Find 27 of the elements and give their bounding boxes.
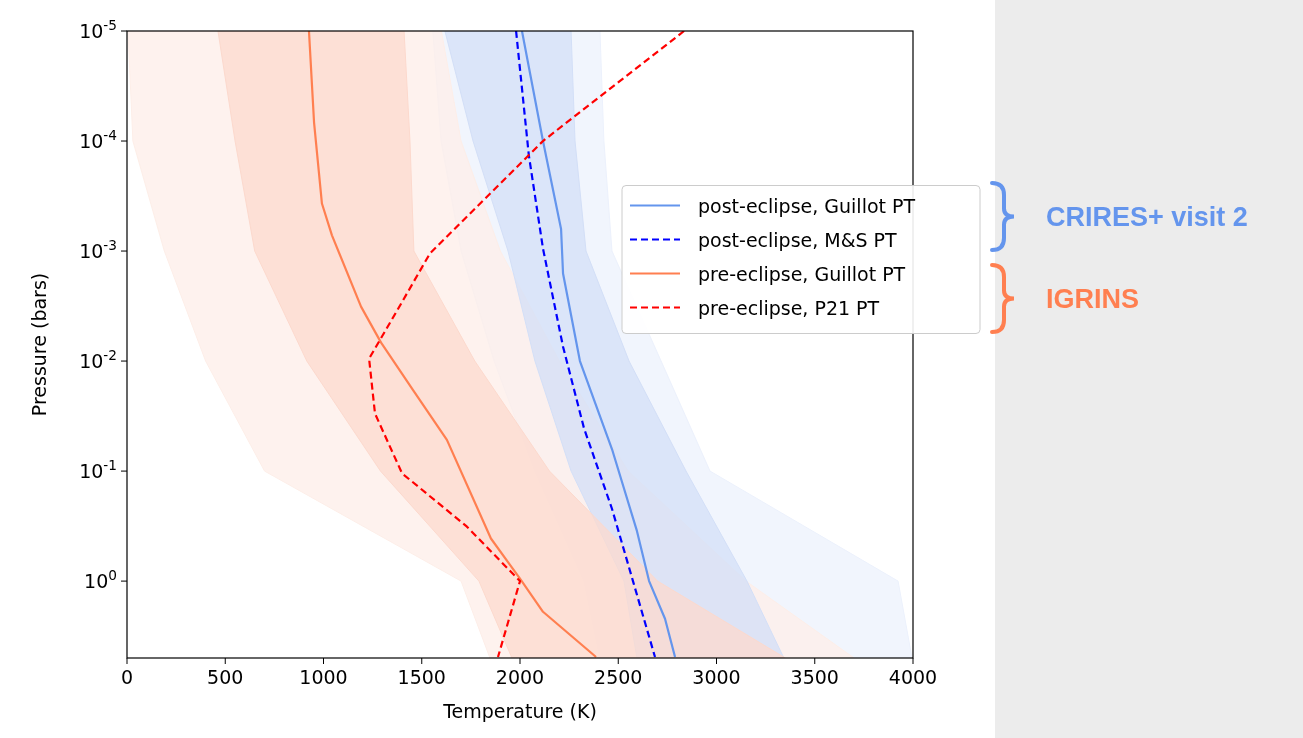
legend-label: pre-eclipse, P21 PT xyxy=(698,296,880,319)
x-tick-label: 0 xyxy=(120,666,134,688)
x-tick-label: 3000 xyxy=(692,666,741,688)
legend-label: post-eclipse, Guillot PT xyxy=(698,194,916,217)
y-tick-label: 10$^{0}$ xyxy=(84,567,117,593)
legend-label: post-eclipse, M&S PT xyxy=(698,228,898,251)
x-tick-label: 2000 xyxy=(495,666,545,688)
x-tick-label: 3500 xyxy=(790,666,839,688)
legend-label: pre-eclipse, Guillot PT xyxy=(698,262,906,285)
line-series xyxy=(367,31,686,658)
text: IGRINS xyxy=(1046,283,1140,314)
x-tick-label: 1500 xyxy=(397,666,446,688)
x-tick-label: 500 xyxy=(207,666,244,688)
y-tick-label: 10$^{-4}$ xyxy=(79,127,117,153)
x-tick-label: 1000 xyxy=(299,666,348,688)
x-tick-label: 4000 xyxy=(888,666,938,688)
line-series xyxy=(514,31,657,658)
x-axis-title: Temperature (K) xyxy=(442,700,597,722)
line-series xyxy=(307,31,598,658)
y-tick-label: 10$^{-1}$ xyxy=(79,457,117,483)
line-series xyxy=(520,31,677,658)
y-tick-label: 10$^{-2}$ xyxy=(79,347,117,373)
y-tick-label: 10$^{-5}$ xyxy=(79,17,117,42)
text: CRIRES+ visit 2 xyxy=(1046,201,1248,232)
y-tick-label: 10$^{-3}$ xyxy=(79,237,117,263)
x-tick-label: 2500 xyxy=(594,666,643,688)
y-axis-title: Pressure (bars) xyxy=(28,272,50,417)
